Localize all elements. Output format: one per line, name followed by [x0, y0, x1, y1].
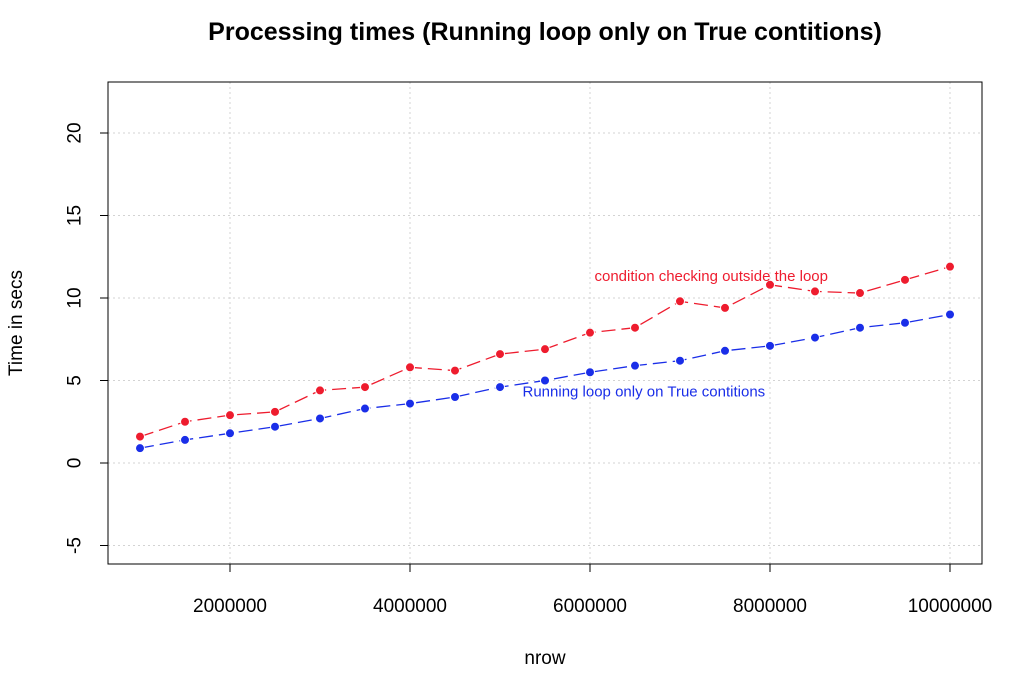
- data-point: [855, 322, 865, 333]
- series-group: [135, 309, 955, 454]
- data-point: [405, 362, 415, 373]
- x-tick-label: 4000000: [373, 596, 447, 617]
- data-point: [360, 382, 370, 393]
- data-point: [900, 317, 910, 328]
- data-point: [270, 421, 280, 432]
- x-tick-label: 10000000: [908, 596, 993, 617]
- data-point: [810, 286, 820, 297]
- y-tick-label: 0: [65, 458, 86, 469]
- x-axis: 2000000 4000000 6000000 8000000 10000000: [193, 563, 993, 617]
- data-point: [630, 322, 640, 333]
- data-point: [180, 434, 190, 445]
- y-tick-label: 15: [65, 205, 86, 226]
- data-point: [810, 332, 820, 343]
- data-point: [270, 406, 280, 417]
- data-point: [945, 261, 955, 272]
- data-point: [315, 413, 325, 424]
- data-point: [675, 355, 685, 366]
- y-tick-label: -5: [65, 537, 86, 554]
- y-tick-label: 10: [65, 287, 86, 308]
- grid: [108, 82, 982, 564]
- x-tick-label: 2000000: [193, 596, 267, 617]
- x-tick-label: 8000000: [733, 596, 807, 617]
- data-point: [540, 344, 550, 355]
- data-point: [180, 416, 190, 427]
- y-tick-label: 20: [65, 122, 86, 143]
- data-point: [720, 345, 730, 356]
- x-tick-label: 6000000: [553, 596, 627, 617]
- data-point: [450, 392, 460, 402]
- x-axis-label: nrow: [524, 648, 565, 669]
- data-point: [765, 340, 775, 351]
- data-point: [765, 279, 775, 290]
- data-point: [900, 274, 910, 285]
- data-point: [135, 443, 145, 454]
- series-group: [135, 261, 955, 442]
- data-point: [945, 309, 955, 320]
- data-point: [720, 302, 730, 313]
- data-point: [450, 365, 460, 376]
- data-point: [675, 296, 685, 307]
- data-point: [360, 403, 370, 414]
- data-point: [225, 410, 235, 421]
- data-point: [135, 431, 145, 442]
- y-axis: -5 0 5 10 15 20: [65, 122, 109, 554]
- y-tick-label: 5: [65, 375, 86, 386]
- data-point: [495, 349, 505, 360]
- data-point: [495, 382, 505, 393]
- series-layer: [135, 261, 955, 454]
- data-point: [630, 360, 640, 371]
- annotation-layer: condition checking outside the loop Runni…: [523, 268, 829, 401]
- chart-title: Processing times (Running loop only on T…: [208, 18, 882, 46]
- data-point: [855, 288, 865, 299]
- data-point: [585, 367, 595, 378]
- data-point: [585, 327, 595, 338]
- data-point: [540, 375, 550, 386]
- series-annotation: Running loop only on True contitions: [523, 384, 766, 401]
- data-point: [405, 398, 415, 409]
- data-point: [315, 385, 325, 396]
- data-point: [225, 428, 235, 439]
- plot-frame: [107, 81, 983, 565]
- y-axis-label: Time in secs: [6, 270, 27, 376]
- series-annotation: condition checking outside the loop: [595, 268, 829, 285]
